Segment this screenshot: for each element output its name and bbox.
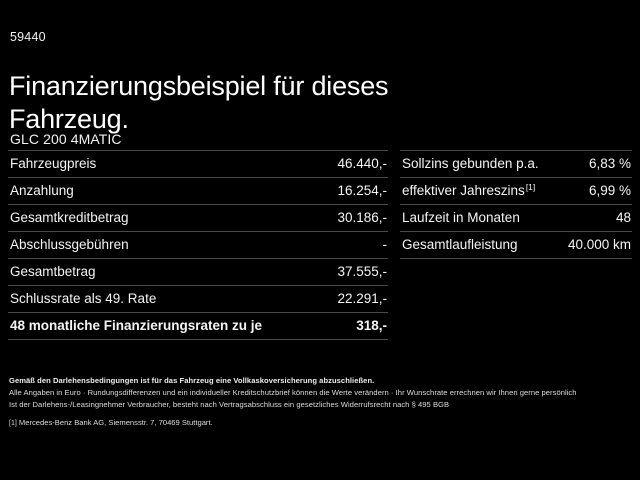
table-row: Gesamtbetrag 37.555,- xyxy=(8,258,388,286)
row-label: Sollzins gebunden p.a. xyxy=(400,150,539,178)
row-value: 46.440,- xyxy=(198,150,388,178)
table-row: Schlussrate als 49. Rate 22.291,- xyxy=(8,285,388,313)
legal-footnote: [1] Mercedes-Benz Bank AG, Siemensstr. 7… xyxy=(9,417,633,430)
footnote-marker: [1] xyxy=(525,181,536,192)
row-value: 22.291,- xyxy=(198,285,388,313)
table-row-monthly-rate: 48 monatliche Finanzierungsraten zu je 3… xyxy=(8,312,388,340)
row-value: 40.000 km xyxy=(516,231,632,259)
row-value: 30.186,- xyxy=(198,204,388,232)
row-value: 318,- xyxy=(198,312,388,340)
row-label: Abschlussgebühren xyxy=(8,231,198,259)
row-label-text: Laufzeit in Monaten xyxy=(402,210,520,225)
row-label: 48 monatliche Finanzierungsraten zu je xyxy=(8,312,262,340)
table-row: Sollzins gebunden p.a. 6,83 % xyxy=(400,150,632,178)
row-label: Laufzeit in Monaten xyxy=(400,204,520,232)
table-row: Anzahlung 16.254,- xyxy=(8,177,388,205)
legal-note-line-1: Alle Angaben in Euro · Rundungsdifferenz… xyxy=(9,388,577,397)
row-label-text: effektiver Jahreszins xyxy=(402,183,525,198)
row-label: Gesamtkreditbetrag xyxy=(8,204,198,232)
document-id: 59440 xyxy=(10,30,46,44)
vehicle-model-label: GLC 200 4MATIC xyxy=(10,131,122,147)
row-value: 16.254,- xyxy=(198,177,388,205)
row-value: 6,83 % xyxy=(516,150,632,178)
page-title: Finanzierungsbeispiel für dieses Fahrzeu… xyxy=(9,71,389,135)
finance-figures-table: Fahrzeugpreis 46.440,- Anzahlung 16.254,… xyxy=(8,150,388,340)
table-row: Laufzeit in Monaten 48 xyxy=(400,204,632,232)
row-label-text: Gesamtlaufleistung xyxy=(402,237,518,252)
row-value: 48 xyxy=(516,204,632,232)
finance-terms-table: Sollzins gebunden p.a. 6,83 % effektiver… xyxy=(400,150,632,259)
row-label: Fahrzeugpreis xyxy=(8,150,198,178)
row-label-text: Sollzins gebunden p.a. xyxy=(402,156,539,171)
table-row: Gesamtlaufleistung 40.000 km xyxy=(400,231,632,259)
row-label: Schlussrate als 49. Rate xyxy=(8,285,198,313)
row-value: 37.555,- xyxy=(198,258,388,286)
row-value: - xyxy=(198,231,388,259)
table-row: Abschlussgebühren - xyxy=(8,231,388,259)
row-label: Gesamtbetrag xyxy=(8,258,198,286)
footnote-marker: [1] xyxy=(9,419,17,427)
row-label: Anzahlung xyxy=(8,177,198,205)
table-row: Gesamtkreditbetrag 30.186,- xyxy=(8,204,388,232)
legal-insurance-note: Gemäß den Darlehensbedingungen ist für d… xyxy=(9,376,375,385)
table-row: effektiver Jahreszins[1] 6,99 % xyxy=(400,177,632,205)
footnote-text: Mercedes-Benz Bank AG, Siemensstr. 7, 70… xyxy=(18,417,213,427)
row-label: effektiver Jahreszins[1] xyxy=(400,177,535,205)
legal-disclaimer: Gemäß den Darlehensbedingungen ist für d… xyxy=(9,374,633,430)
row-label: Gesamtlaufleistung xyxy=(400,231,518,259)
row-value: 6,99 % xyxy=(516,177,632,205)
legal-note-line-2: Ist der Darlehens-/Leasingnehmer Verbrau… xyxy=(9,400,450,410)
table-row: Fahrzeugpreis 46.440,- xyxy=(8,150,388,178)
